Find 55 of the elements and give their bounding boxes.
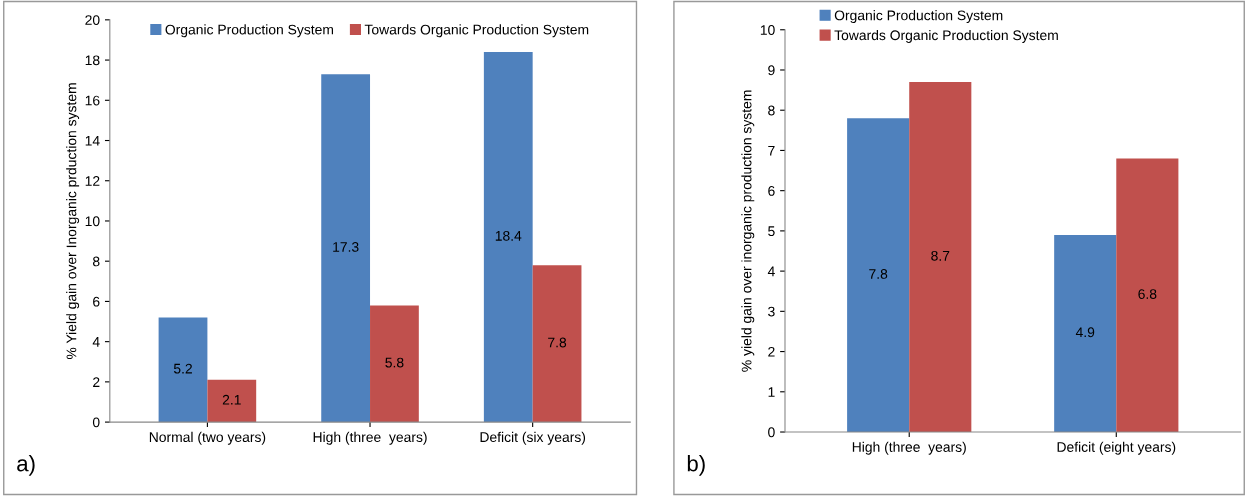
y-tick-label: 8 [92,256,100,267]
data-label: 8.7 [931,250,950,261]
text: a) [17,455,35,476]
bar [1054,234,1117,433]
y-tick-label: 4 [767,266,775,277]
y-tick-label: 8 [768,105,775,116]
y-tick-label: 2 [768,346,775,357]
bar [321,74,371,423]
data-label: 18.4 [495,230,522,241]
y-tick-label: 4 [92,337,100,347]
bar [909,82,972,433]
x-tick-label: High (three years) [852,441,966,455]
x-tick-label: Normal (two years) [149,431,266,445]
y-tick-label: 0 [92,417,100,428]
y-tick-label: 3 [768,306,775,317]
y-tick-label: 14 [85,135,100,146]
y-tick-label: 9 [768,65,775,76]
data-label: 2.1 [222,394,241,405]
y-tick-label: 18 [85,55,100,66]
y-tick-label: 6 [93,296,100,307]
bar [1116,158,1179,433]
legend-label: Organic Production System [165,24,334,38]
y-axis-title: % yield gain over inorganic production system [741,90,755,372]
data-label: 7.8 [548,337,567,348]
y-tick-label: 12 [85,176,100,186]
bar [483,52,533,423]
y-tick-label: 16 [85,95,100,106]
x-tick-label: High (three years) [313,431,427,445]
y-tick-label: 2 [93,377,100,387]
legend-label: Towards Organic Production System [364,24,589,38]
x-tick-label: Deficit (eight years) [1057,441,1176,455]
y-tick-label: 1 [768,387,775,397]
y-axis-title: % Yield gain over Inorganic prduction system [66,83,80,360]
bar [207,379,257,423]
data-label: 17.3 [333,242,359,252]
y-tick-label: 6 [768,186,775,196]
y-tick-label: 5 [768,226,775,237]
bar [370,305,419,423]
bar [158,317,208,423]
y-tick-label: 10 [760,25,775,35]
bar [847,118,910,433]
y-tick-label: 7 [768,145,775,156]
data-label: 7.8 [869,269,888,279]
text: b) [687,455,705,476]
x-tick-label: Deficit (six years) [480,431,586,445]
data-label: 5.2 [173,363,192,374]
y-tick-label: 0 [768,427,775,438]
bar [532,265,582,423]
legend-label: Towards Organic Production System [834,29,1058,43]
data-label: 4.9 [1075,327,1095,338]
data-label: 6.8 [1138,289,1157,299]
data-label: 5.8 [385,357,404,368]
y-tick-label: 20 [85,15,100,26]
legend-label: Organic Production System [834,10,1003,24]
y-tick-label: 10 [85,216,100,227]
